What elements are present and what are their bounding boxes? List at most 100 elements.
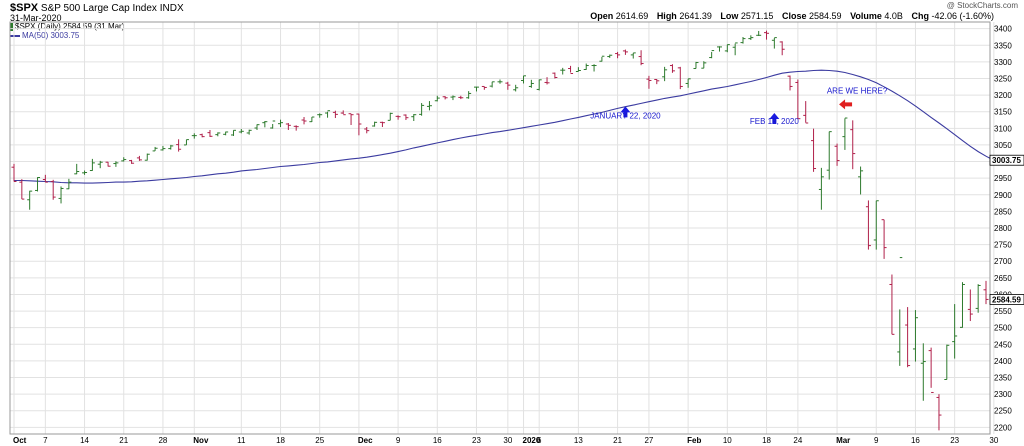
- y-tick-label: 2450: [994, 340, 1012, 349]
- ma-value-label-box: [989, 154, 1024, 166]
- ma50-line: [14, 69, 995, 184]
- annotation-label: JANUARY 22, 2020: [590, 111, 661, 120]
- ohlc-bar: [920, 343, 926, 401]
- y-tick-label: 2800: [994, 224, 1012, 233]
- low-label: Low: [720, 11, 739, 21]
- up-arrow-icon: [769, 113, 780, 125]
- x-tick-label: 10: [723, 436, 732, 445]
- ohlc-bar: [521, 75, 527, 84]
- watermark: @ StockCharts.com: [946, 1, 1018, 10]
- y-tick-label: 3250: [994, 74, 1012, 83]
- ohlc-bar: [944, 344, 950, 381]
- ohlc-bar: [442, 96, 448, 100]
- ohlc-bar: [716, 46, 722, 52]
- y-tick-label: 2900: [994, 191, 1012, 200]
- x-tick-label: 23: [472, 436, 481, 445]
- ohlc-bar: [583, 63, 589, 71]
- ohlc-bar: [11, 163, 17, 182]
- close-value: 2584.59: [809, 11, 842, 21]
- ohlc-bar: [552, 72, 558, 79]
- x-tick-label: 21: [119, 436, 128, 445]
- y-tick-label: 3050: [994, 141, 1012, 150]
- ohlc-bar: [967, 289, 973, 322]
- legend-price-label: $SPX (Daily) 2584.59 (31 Mar): [15, 22, 125, 31]
- ohlc-bar: [426, 101, 432, 111]
- ohlc-bar: [865, 200, 871, 250]
- ohlc-bar: [560, 67, 566, 75]
- ohlc-bar: [842, 117, 848, 150]
- ohlc-bar: [419, 103, 425, 116]
- y-tick-label: 2250: [994, 407, 1012, 416]
- ohlc-bar: [66, 178, 72, 190]
- ohlc-bar: [615, 51, 621, 59]
- ohlc-bar: [434, 95, 440, 102]
- y-tick-label: 3400: [994, 25, 1012, 34]
- ohlc-bar: [599, 55, 605, 62]
- ohlc-bar: [818, 167, 824, 210]
- ohlc-bar: [152, 146, 158, 152]
- y-tick-label: 3150: [994, 108, 1012, 117]
- legend-ma-label: MA(50) 3003.75: [22, 31, 80, 40]
- ohlc-bar: [42, 174, 48, 183]
- ohlc-bar: [497, 79, 503, 84]
- ohlc-bar: [701, 61, 707, 69]
- ohlc-bar: [82, 170, 88, 175]
- ohlc-bar: [928, 347, 934, 393]
- ohlc-bar: [481, 85, 487, 90]
- ohlc-bar: [811, 128, 817, 172]
- ohlc-bar: [709, 50, 715, 59]
- y-tick-label: 3350: [994, 41, 1012, 50]
- ohlc-bar: [207, 129, 213, 137]
- y-tick-label: 2300: [994, 390, 1012, 399]
- ohlc-bar: [403, 114, 409, 121]
- change-label: Chg: [911, 11, 929, 21]
- ticker-title: $SPX S&P 500 Large Cap Index INDX: [10, 2, 184, 14]
- ohlc-bar: [356, 113, 362, 136]
- x-tick-label: 18: [762, 436, 771, 445]
- high-label: High: [656, 11, 677, 21]
- ohlc-bar: [199, 133, 205, 138]
- ohlc-bar: [607, 54, 613, 58]
- ohlc-bar: [58, 186, 64, 204]
- ohlc-bar: [121, 157, 127, 162]
- y-tick-label: 2200: [994, 423, 1012, 432]
- x-tick-label: 16: [911, 436, 920, 445]
- y-tick-label: 2700: [994, 257, 1012, 266]
- ohlc-bar: [724, 44, 730, 53]
- x-tick-label: Mar: [836, 436, 850, 445]
- ohlc-bar: [301, 117, 307, 125]
- close-label: Close: [781, 11, 807, 21]
- ohlc-bar: [340, 110, 346, 116]
- chart-date: 31-Mar-2020: [10, 13, 62, 23]
- x-tick-label: 27: [644, 436, 653, 445]
- ohlc-bar: [881, 219, 887, 259]
- ohlc-bar: [536, 79, 542, 91]
- ohlc-bar: [223, 131, 229, 136]
- ohlc-bar: [630, 52, 636, 59]
- y-tick-label: 2550: [994, 307, 1012, 316]
- ohlc-bar: [270, 120, 276, 129]
- ohlc-bar: [544, 77, 550, 85]
- x-tick-label: 14: [80, 436, 89, 445]
- y-tick-label: 3100: [994, 124, 1012, 133]
- ohlc-bar: [372, 121, 378, 127]
- ohlc-bar: [191, 133, 197, 139]
- ohlc-bar: [105, 161, 111, 167]
- ohlc-bar: [779, 41, 785, 56]
- ohlc-bar: [505, 81, 511, 90]
- low-value: 2571.15: [740, 11, 774, 21]
- ohlc-bar: [168, 144, 174, 150]
- ohlc-bar: [568, 65, 574, 74]
- ohlc-bar: [575, 67, 581, 73]
- ohlc-bar: [113, 161, 119, 167]
- ohlc-bar: [764, 30, 770, 40]
- plot-frame: [9, 21, 991, 435]
- ohlc-bar: [850, 120, 856, 170]
- ohlc-bar: [278, 119, 284, 127]
- open-label: Open: [590, 11, 614, 21]
- ohlc-bar: [912, 310, 918, 362]
- ohlc-bar: [19, 179, 25, 200]
- ohlc-bar: [332, 110, 338, 119]
- ohlc-bar: [293, 125, 299, 131]
